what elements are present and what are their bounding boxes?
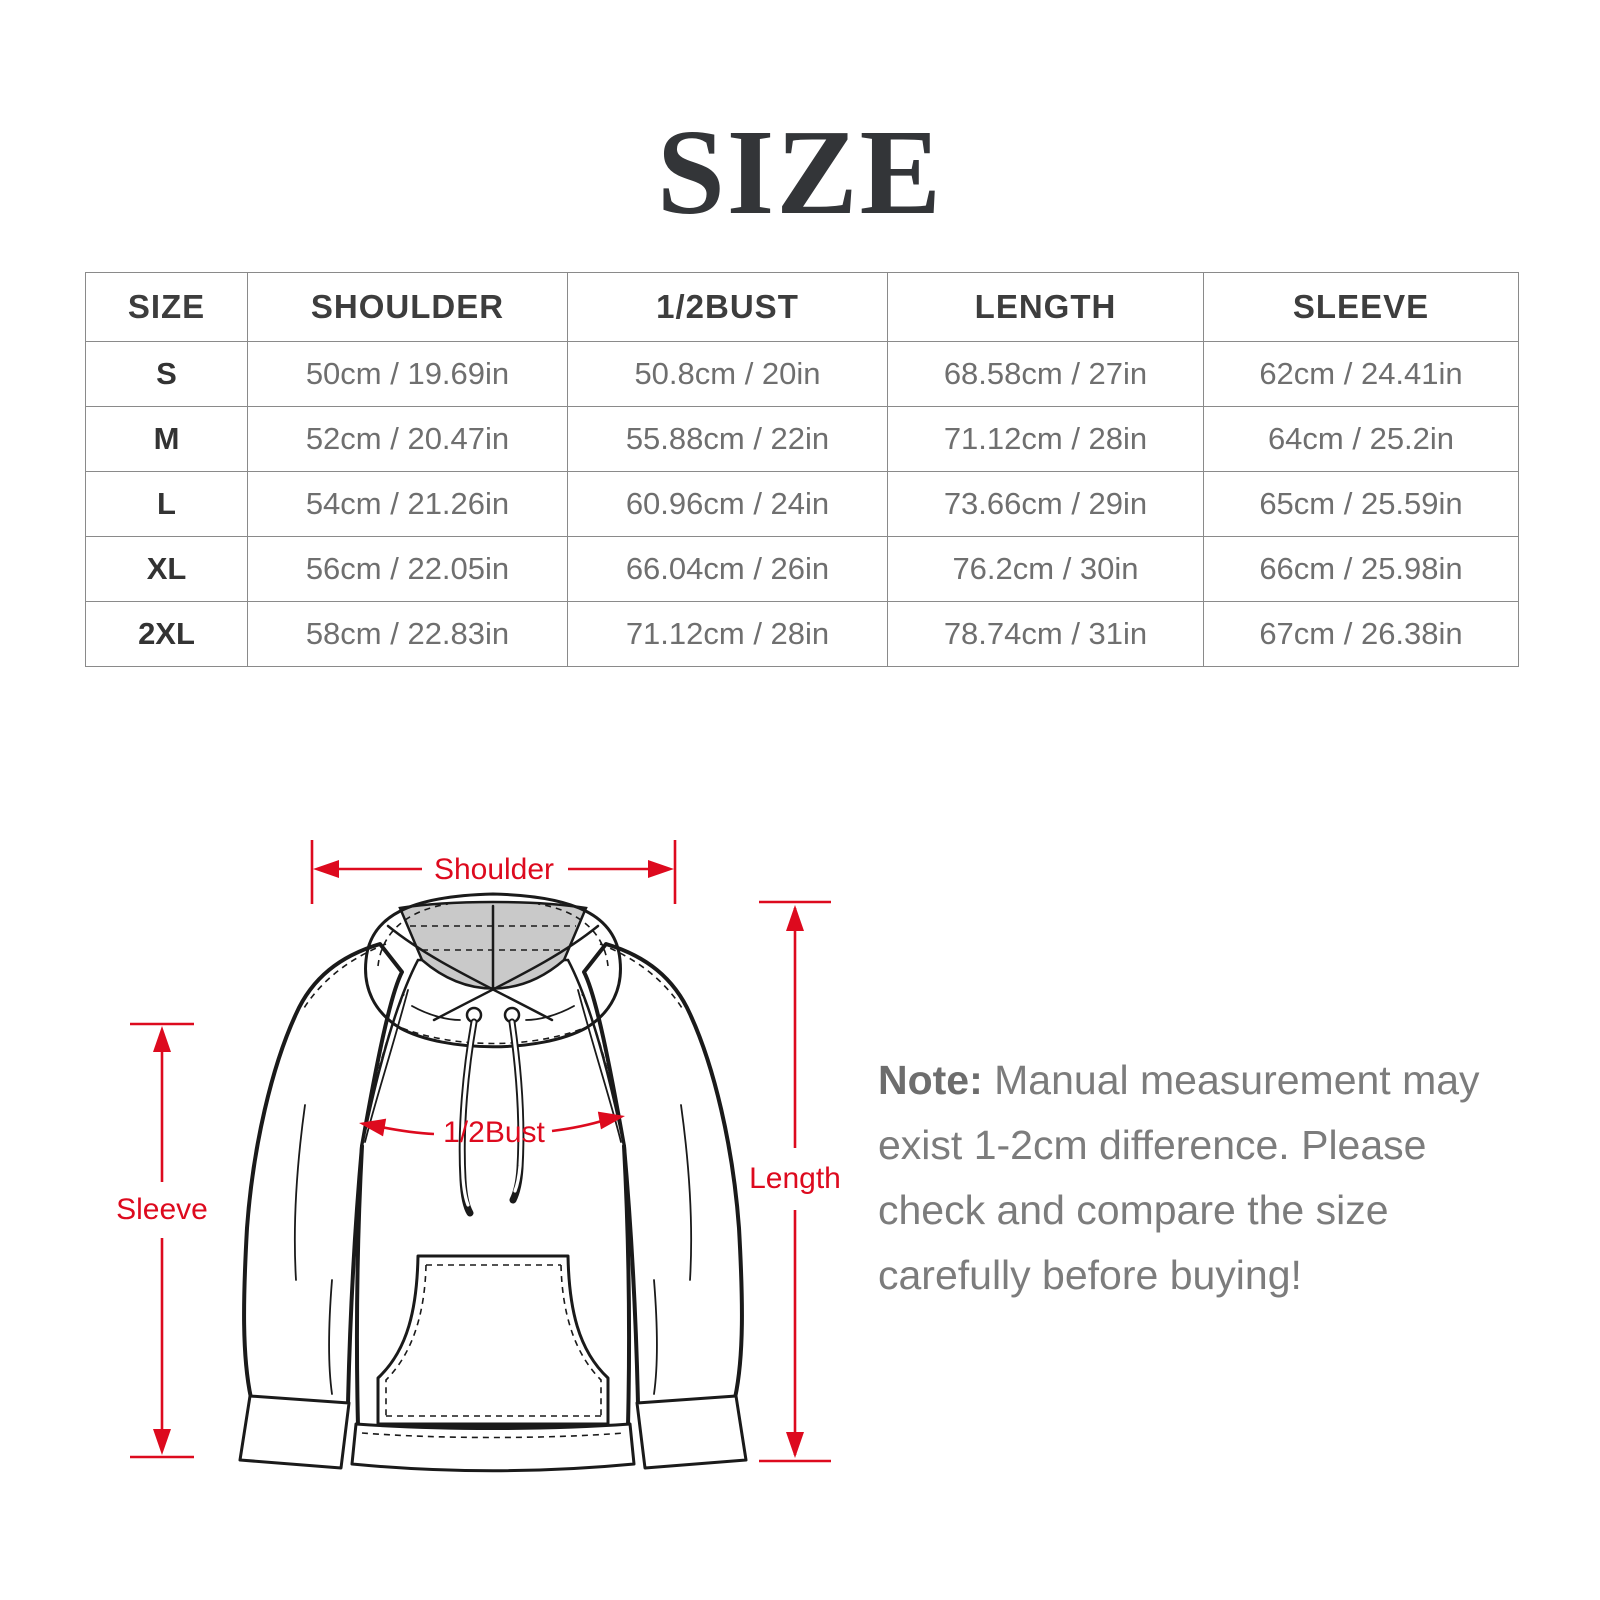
sleeve-arrow: Sleeve	[116, 1022, 208, 1459]
drawstring-left-inner	[460, 1020, 476, 1207]
measurement-cell: 71.12cm / 28in	[567, 601, 888, 667]
sleeve-crease-right-1	[680, 1104, 693, 1281]
hoodie-hem-band	[350, 1422, 636, 1473]
measurement-cell: 73.66cm / 29in	[887, 471, 1204, 537]
measurement-cell: 55.88cm / 22in	[567, 406, 888, 472]
hem-stitch	[361, 1432, 625, 1439]
size-table-header-cell: LENGTH	[887, 272, 1204, 342]
size-table-header-cell: SLEEVE	[1203, 272, 1519, 342]
shoulder-arrow: Shoulder	[310, 840, 677, 904]
length-arrowhead-bottom	[786, 1432, 804, 1458]
size-table-header-cell: SIZE	[85, 272, 248, 342]
length-label: Length	[749, 1162, 841, 1195]
size-table-body: S 50cm / 19.69in 50.8cm / 20in 68.58cm / 27…	[85, 341, 1519, 667]
bust-arrowhead-left	[359, 1118, 387, 1137]
measurement-cell: 54cm / 21.26in	[247, 471, 568, 537]
kangaroo-pocket	[376, 1254, 610, 1426]
hoodie-measurement-diagram: Shoulder Sleeve Length 1/2Bust	[116, 840, 841, 1473]
size-table-head: SIZE SHOULDER 1/2BUST LENGTH SLEEVE	[85, 272, 1519, 342]
sleeve-label: Sleeve	[116, 1193, 208, 1226]
size-table-row: S 50cm / 19.69in 50.8cm / 20in 68.58cm / 27…	[85, 341, 1519, 407]
length-arrow: Length	[749, 900, 841, 1463]
length-arrowhead-top	[786, 905, 804, 931]
bust-arrowhead-right	[597, 1111, 625, 1130]
size-table-header-cell: 1/2BUST	[567, 272, 888, 342]
sleeve-crease-left-1	[293, 1104, 306, 1281]
note-label: Note:	[878, 1057, 983, 1103]
drawstring-right-inner	[510, 1020, 523, 1193]
bust-label: 1/2Bust	[443, 1116, 545, 1149]
cowl-collar	[364, 892, 622, 1049]
shoulder-arrowhead-left	[313, 860, 339, 878]
sleeve-arrowhead-bottom	[153, 1429, 171, 1455]
sleeve-crease-right-2	[653, 1279, 658, 1395]
size-table-row: XL 56cm / 22.05in 66.04cm / 26in 76.2cm / 3…	[85, 536, 1519, 602]
measurement-cell: 71.12cm / 28in	[887, 406, 1204, 472]
measurement-cell: 56cm / 22.05in	[247, 536, 568, 602]
collar-stitch-left	[377, 903, 449, 967]
hoodie-drawing	[238, 892, 748, 1473]
chest-crease-right	[577, 989, 622, 1143]
collar-crease-right	[525, 1005, 575, 1021]
measurement-cell: 58cm / 22.83in	[247, 601, 568, 667]
measurement-cell: 62cm / 24.41in	[1203, 341, 1519, 407]
chest-crease-left	[364, 989, 409, 1143]
size-table-row: 2XL 58cm / 22.83in 71.12cm / 28in 78.74cm /…	[85, 601, 1519, 667]
size-label-cell: M	[85, 406, 248, 472]
size-table-header-cell: SHOULDER	[247, 272, 568, 342]
collar-crease-left	[411, 1005, 461, 1021]
size-label-cell: 2XL	[85, 601, 248, 667]
measurement-cell: 66cm / 25.98in	[1203, 536, 1519, 602]
size-table-row: M 52cm / 20.47in 55.88cm / 22in 71.12cm / 2…	[85, 406, 1519, 472]
measurement-cell: 76.2cm / 30in	[887, 536, 1204, 602]
size-label-cell: XL	[85, 536, 248, 602]
shoulder-label: Shoulder	[434, 853, 554, 886]
size-label-cell: L	[85, 471, 248, 537]
pocket-stitch-right	[560, 1264, 602, 1416]
collar-fold-left	[386, 924, 554, 1022]
hoodie-left-cuff	[238, 1394, 351, 1470]
measurement-cell: 78.74cm / 31in	[887, 601, 1204, 667]
sleeve-crease-left-2	[328, 1279, 333, 1395]
measurement-cell: 50cm / 19.69in	[247, 341, 568, 407]
hoodie-right-cuff	[635, 1394, 748, 1470]
page-title: SIZE	[656, 105, 944, 240]
collar-stitch-right	[537, 903, 609, 967]
measurement-cell: 65cm / 25.59in	[1203, 471, 1519, 537]
note-body: Manual measurement may exist 1-2cm differ…	[878, 1057, 1480, 1298]
measurement-cell: 50.8cm / 20in	[567, 341, 888, 407]
hoodie-body-left-edge	[355, 1144, 364, 1428]
collar-stitch-bottom	[391, 1023, 595, 1045]
size-label-cell: S	[85, 341, 248, 407]
sleeve-arrowhead-top	[153, 1026, 171, 1052]
shoulder-seam-left	[303, 943, 387, 1009]
hoodie-body-right-edge	[622, 1144, 631, 1428]
bust-arrow: 1/2Bust	[359, 1111, 625, 1149]
pocket-stitch-left	[385, 1264, 427, 1416]
measurement-cell: 66.04cm / 26in	[567, 536, 888, 602]
shoulder-seam-right	[599, 943, 683, 1009]
note-text: Note: Manual measurement may exist 1-2cm …	[878, 1048, 1498, 1308]
measurement-cell: 64cm / 25.2in	[1203, 406, 1519, 472]
measurement-cell: 68.58cm / 27in	[887, 341, 1204, 407]
collar-fold-right	[432, 924, 600, 1022]
measurement-cell: 60.96cm / 24in	[567, 471, 888, 537]
size-table-header-row: SIZE SHOULDER 1/2BUST LENGTH SLEEVE	[85, 272, 1519, 342]
size-table: SIZE SHOULDER 1/2BUST LENGTH SLEEVE S 50cm / …	[85, 272, 1519, 667]
measurement-cell: 52cm / 20.47in	[247, 406, 568, 472]
shoulder-arrowhead-right	[648, 860, 674, 878]
size-table-row: L 54cm / 21.26in 60.96cm / 24in 73.66cm / 2…	[85, 471, 1519, 537]
measurement-cell: 67cm / 26.38in	[1203, 601, 1519, 667]
